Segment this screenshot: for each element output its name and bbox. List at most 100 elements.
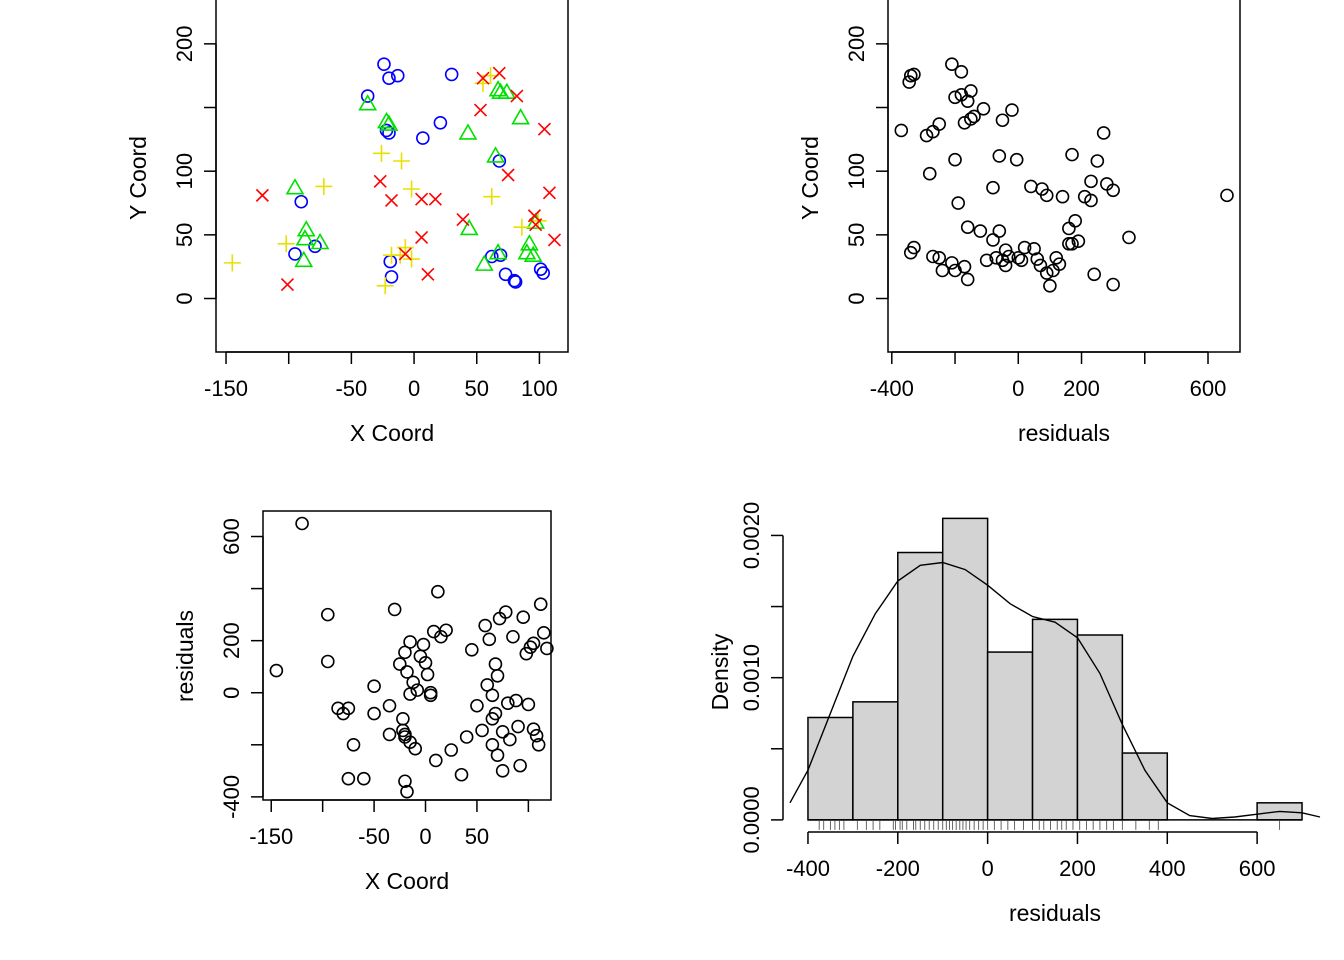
y-tick-label: 0.0010 bbox=[739, 644, 764, 711]
plus-point bbox=[277, 235, 295, 253]
data-points bbox=[894, 57, 1234, 293]
circle-point bbox=[894, 123, 909, 138]
cross-point bbox=[398, 247, 412, 261]
circle-point bbox=[495, 764, 510, 778]
circle-point bbox=[533, 597, 548, 612]
circle-point bbox=[960, 272, 975, 287]
y-axis: -400 0 200 600 bbox=[219, 518, 264, 819]
circle-point bbox=[907, 67, 921, 82]
cross-point bbox=[456, 213, 470, 227]
histogram-bar bbox=[986, 651, 1034, 821]
circle-point bbox=[951, 196, 966, 210]
circle-point bbox=[536, 266, 550, 280]
y-tick-label: 0 bbox=[219, 687, 244, 699]
circle-point bbox=[1009, 152, 1024, 167]
plus-point bbox=[403, 180, 421, 198]
plus-point bbox=[393, 152, 411, 170]
circle-point bbox=[508, 275, 523, 289]
circle-point bbox=[390, 68, 405, 83]
circle-point bbox=[954, 65, 969, 79]
y-axis: 0 50 100 200 bbox=[172, 25, 217, 305]
circle-point bbox=[341, 771, 356, 786]
circle-point bbox=[998, 258, 1013, 273]
circle-point bbox=[526, 636, 541, 651]
plus-point bbox=[376, 277, 394, 295]
circle-point bbox=[488, 706, 503, 721]
cross-point bbox=[537, 122, 552, 136]
cross-point bbox=[384, 193, 399, 208]
circle-point bbox=[1039, 266, 1054, 280]
y-tick-label: 200 bbox=[219, 622, 244, 659]
x-tick-label: -50 bbox=[358, 824, 390, 849]
circle-point bbox=[948, 152, 962, 167]
triangle-point bbox=[497, 82, 517, 100]
x-axis: -400 -200 0 200 400 600 bbox=[786, 831, 1276, 881]
circle-point bbox=[360, 89, 375, 103]
circle-point bbox=[1062, 221, 1076, 236]
x-tick-label: 600 bbox=[1239, 856, 1276, 881]
circle-point bbox=[902, 75, 916, 89]
data-points bbox=[223, 57, 562, 295]
x-tick-label: -400 bbox=[870, 376, 914, 401]
triangle-point bbox=[310, 232, 330, 250]
circle-point bbox=[382, 126, 396, 140]
histogram-bar bbox=[1076, 634, 1124, 821]
circle-point bbox=[408, 741, 423, 756]
circle-point bbox=[1106, 183, 1120, 198]
circle-point bbox=[1090, 154, 1105, 168]
circle-point bbox=[516, 610, 531, 625]
x-axis: -150 -50 0 50 100 bbox=[204, 351, 558, 401]
circle-point bbox=[1039, 188, 1054, 203]
circle-point bbox=[495, 724, 510, 739]
y-tick-label: 200 bbox=[844, 25, 869, 62]
circle-point bbox=[1043, 278, 1057, 293]
circle-point bbox=[1084, 174, 1098, 189]
circle-point bbox=[464, 642, 479, 657]
circle-point bbox=[979, 253, 994, 268]
x-axis: -150 -50 0 50 bbox=[249, 799, 530, 849]
circle-point bbox=[470, 698, 484, 713]
circle-point bbox=[509, 693, 523, 708]
circle-point bbox=[926, 249, 940, 264]
y-axis: 0 50 100 200 bbox=[844, 25, 889, 305]
circle-point bbox=[531, 738, 546, 752]
circle-point bbox=[513, 758, 527, 773]
y-axis-label: residuals bbox=[172, 610, 198, 702]
circle-point bbox=[498, 605, 513, 619]
circle-point bbox=[377, 57, 391, 72]
circle-point bbox=[500, 696, 515, 710]
circle-point bbox=[995, 113, 1010, 128]
circle-point bbox=[1049, 250, 1064, 265]
x-tick-label: -50 bbox=[335, 376, 367, 401]
circle-point bbox=[932, 117, 947, 131]
circle-point bbox=[482, 632, 497, 647]
cross-point bbox=[542, 186, 557, 200]
circle-point bbox=[485, 688, 500, 703]
cross-point bbox=[428, 192, 442, 206]
x-tick-label: 200 bbox=[1063, 376, 1100, 401]
x-tick-label: -200 bbox=[876, 856, 920, 881]
triangle-point bbox=[488, 243, 508, 260]
circle-point bbox=[423, 685, 438, 700]
triangle-point bbox=[459, 218, 479, 236]
x-tick-label: 0 bbox=[408, 376, 420, 401]
plus-point bbox=[483, 188, 501, 206]
y-axis-label: Y Coord bbox=[797, 136, 823, 220]
y-tick-label: 200 bbox=[172, 25, 197, 62]
circle-point bbox=[383, 254, 398, 269]
x-tick-label: 400 bbox=[1149, 856, 1186, 881]
circle-point bbox=[503, 732, 517, 747]
circle-point bbox=[511, 719, 525, 734]
histogram-bar bbox=[897, 551, 944, 821]
circle-point bbox=[367, 706, 381, 721]
y-axis: 0.0000 0.0010 0.0020 bbox=[739, 502, 784, 854]
histogram-bar bbox=[941, 517, 989, 821]
plus-point bbox=[223, 254, 241, 272]
cross-point bbox=[373, 174, 387, 188]
y-tick-label: 600 bbox=[219, 518, 244, 555]
circle-point bbox=[420, 667, 435, 682]
plus-point bbox=[315, 177, 333, 195]
cross-point bbox=[473, 103, 488, 117]
circle-point bbox=[416, 637, 431, 652]
y-axis-label: Y Coord bbox=[125, 136, 151, 220]
